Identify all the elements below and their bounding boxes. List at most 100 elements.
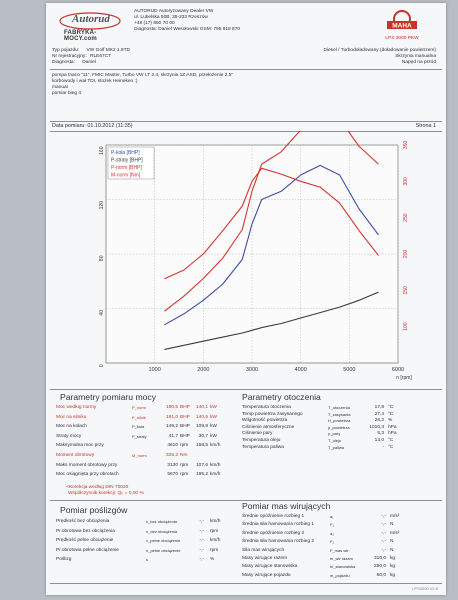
param-unit: km/h xyxy=(210,519,221,524)
param-value: 41,7 xyxy=(168,433,178,439)
param-label: Wilgotność powietrza xyxy=(242,418,288,424)
param-label: Moment obrotowy xyxy=(56,453,95,458)
param-unit: °C xyxy=(388,411,394,417)
param-label: Ciśnienie pary xyxy=(242,431,273,437)
vehicle-type-value: VW Golf MK2 1.9TD xyxy=(86,48,130,53)
param-value-2: 30,7 xyxy=(198,433,208,439)
param-value: 27,4 xyxy=(374,411,384,417)
param-value: 325,2 xyxy=(165,453,178,458)
vehicle-reg-row: Nr rejestracyjny: RLE67CT xyxy=(52,54,111,60)
param-symbol: a₁ xyxy=(330,514,334,519)
diagnostician-value: Daniel xyxy=(82,60,96,65)
param-label: Temp powietrza zasysanego xyxy=(242,411,303,417)
y-right-tick-label: 200 xyxy=(403,250,409,259)
legend-entry: P-koła [BHP] xyxy=(111,150,140,156)
x-tick-label: 4000 xyxy=(295,367,307,373)
legend-box xyxy=(107,146,155,180)
param-symbol: P_silnik xyxy=(132,414,146,420)
slip-panel-title: Pomiar poślizgów xyxy=(60,505,128,515)
param-unit: rpm xyxy=(180,462,189,468)
param-unit: rpm xyxy=(210,528,219,534)
param-symbol: T_otoczenia xyxy=(328,405,350,410)
x-tick-label: 1000 xyxy=(149,367,161,373)
x-tick-label: 3000 xyxy=(246,367,258,373)
param-value-2: 107,6 xyxy=(195,462,208,468)
legend-entry: P-straty [BHP] xyxy=(111,158,143,164)
param-value-2: 140,5 xyxy=(195,414,208,420)
param-symbol: F₂ xyxy=(330,539,334,545)
param-unit: m/s² xyxy=(390,514,400,519)
param-symbol: P_straty xyxy=(132,433,147,439)
x-tick-label: 5000 xyxy=(343,367,355,373)
diagnostician-row: Diagnosta: Daniel xyxy=(52,60,96,66)
y-right-tick-label: 150 xyxy=(403,286,409,295)
param-symbol: P_koła xyxy=(132,424,145,430)
param-symbol: p_pary xyxy=(328,431,341,437)
param-value: -,- xyxy=(199,538,204,544)
series-line-2 xyxy=(164,131,379,312)
maha-emblem-icon: MAHA xyxy=(387,10,417,30)
param-unit: °C xyxy=(388,444,394,450)
param-label: Moc osiągnięta przy obrotach xyxy=(56,472,119,478)
param-value: -,- xyxy=(381,547,386,553)
param-symbol: a₂ xyxy=(330,530,334,536)
param-symbol: m_stanowiska xyxy=(330,564,356,570)
param-symbol: p_powietrza xyxy=(328,424,350,430)
param-label: Średnia siła hamowania rozbieg 1 xyxy=(242,522,314,528)
page-number: Strona 1 xyxy=(415,123,436,129)
param-label: Masy wirujące razem xyxy=(242,556,288,561)
param-unit: hPa xyxy=(388,431,397,437)
param-label: Prędkość pełne obciążenie xyxy=(56,538,114,544)
param-value: 13,0 xyxy=(374,438,384,443)
y-left-tick-label: 0 xyxy=(99,364,105,367)
power-panel-title: Parametry pomiaru mocy xyxy=(60,392,156,402)
param-label: Poślizg xyxy=(56,557,72,563)
correction-factor: Współczynnik korekcji: Q₀ = 0,00 % xyxy=(68,491,144,496)
param-label: Pr.obrotowa bez obciążenia xyxy=(56,528,115,534)
vehicle-reg-value: RLE67CT xyxy=(90,54,112,59)
param-unit: m/s² xyxy=(390,530,400,536)
param-value: 5670 xyxy=(167,472,178,478)
x-tick-label: 6000 xyxy=(392,367,404,373)
dyno-report-sheet: Autorud FABRYKA-MOCY.com AUTORUD Autoryz… xyxy=(46,3,446,595)
y-left-tick-label: 120 xyxy=(99,201,105,210)
param-value-2: 140,1 xyxy=(195,405,208,410)
vehicle-type-row: Typ pojazdu: VW Golf MK2 1.9TD xyxy=(52,48,130,54)
param-value-2: 109,8 xyxy=(195,424,208,430)
company-line: Diagnosta: Daniel Wesołowski GSM: 795 91… xyxy=(134,27,241,32)
param-unit-2: kW xyxy=(210,414,217,420)
param-unit: kg xyxy=(390,572,396,578)
param-value: 3130 xyxy=(167,462,178,468)
param-symbol: s xyxy=(146,557,148,563)
param-value: -,- xyxy=(381,522,386,528)
legend-entry: P-norm [BHP] xyxy=(111,165,142,171)
param-label: Moc na kołach xyxy=(56,424,87,430)
param-unit-2: kW xyxy=(210,433,217,439)
drive-type: Napęd na przód xyxy=(401,60,436,65)
company-line: AUTORUD Autoryzowany Dealer VW xyxy=(134,9,214,14)
param-unit: BHP xyxy=(180,405,190,410)
param-value: -,- xyxy=(381,539,386,545)
x-tick-label: 2000 xyxy=(197,367,209,373)
param-value: 5,3 xyxy=(377,431,384,437)
param-unit-2: kW xyxy=(210,424,217,430)
param-symbol: T_oleju xyxy=(328,438,342,443)
param-unit: N xyxy=(390,539,394,545)
param-value: 191,0 xyxy=(165,414,178,420)
param-unit: rpm xyxy=(210,547,219,553)
mass-panel-title: Pomiar mas wirujących xyxy=(242,501,331,511)
param-unit: °C xyxy=(388,405,394,410)
series-line-0 xyxy=(164,164,379,326)
software-version: LPS3000 V2.6 xyxy=(412,586,438,591)
param-unit: BHP xyxy=(180,414,190,420)
autorud-logo: Autorud FABRYKA-MOCY.com xyxy=(52,11,128,42)
param-label: Masy wirujące stanowiska xyxy=(242,564,298,570)
param-label: Maksymalna moc przy xyxy=(56,443,104,449)
param-symbol: H_powietrza xyxy=(328,418,351,424)
param-unit: hPa xyxy=(388,424,397,430)
y-right-tick-label: 250 xyxy=(403,213,409,222)
engine-type: Diesel / Turbodoładowany (doładowanie po… xyxy=(323,48,436,53)
param-label: Średnia siła hamowania rozbieg 2 xyxy=(242,539,314,545)
param-unit: rpm xyxy=(180,472,189,478)
vehicle-type-label: Typ pojazdu: xyxy=(52,48,80,53)
